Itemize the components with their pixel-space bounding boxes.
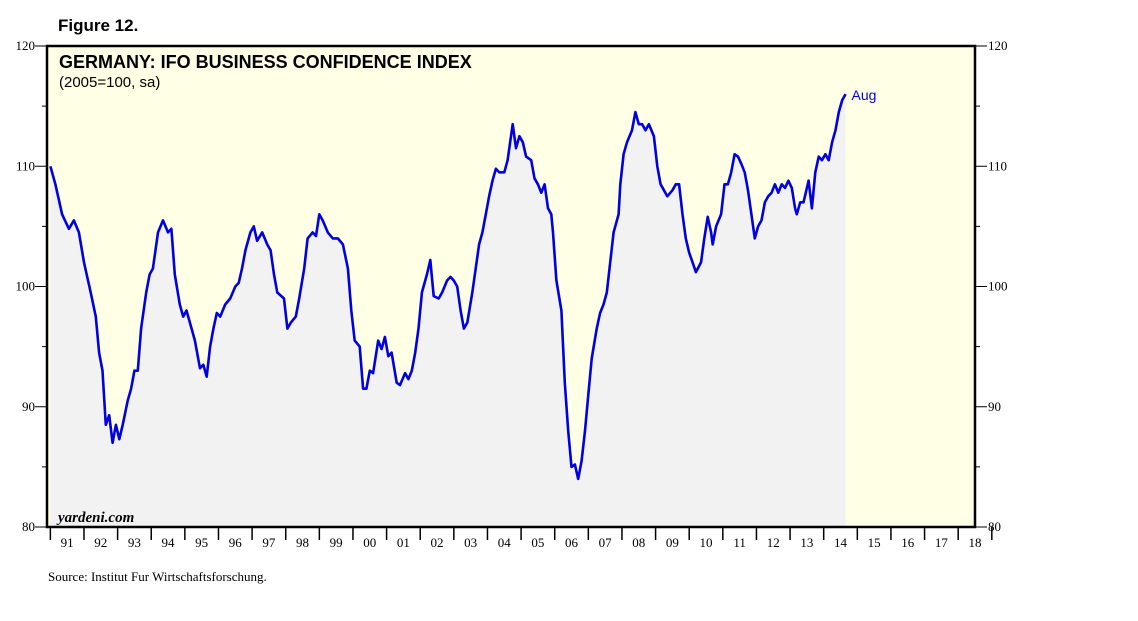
- x-tick-label: 13: [800, 535, 813, 550]
- x-tick-label: 12: [767, 535, 780, 550]
- x-tick-label: 98: [296, 535, 309, 550]
- x-tick-label: 04: [498, 535, 512, 550]
- y-tick-label-right: 120: [988, 38, 1008, 53]
- y-tick-label-right: 110: [988, 158, 1007, 173]
- x-tick-label: 09: [666, 535, 679, 550]
- x-tick-label: 01: [397, 535, 410, 550]
- x-tick-label: 18: [969, 535, 982, 550]
- x-tick-label: 02: [431, 535, 444, 550]
- x-tick-label: 07: [599, 535, 613, 550]
- chart-subtitle: (2005=100, sa): [59, 74, 160, 91]
- y-tick-label-left: 120: [16, 38, 36, 53]
- x-tick-label: 14: [834, 535, 848, 550]
- x-tick-label: 94: [162, 535, 176, 550]
- source-note: Source: Institut Fur Wirtschaftsforschun…: [48, 569, 267, 584]
- x-tick-label: 95: [195, 535, 208, 550]
- x-tick-label: 99: [330, 535, 343, 550]
- y-tick-label-right: 100: [988, 279, 1008, 294]
- y-tick-label-left: 80: [22, 519, 35, 534]
- x-tick-label: 97: [262, 535, 276, 550]
- y-tick-label-left: 110: [16, 158, 35, 173]
- x-axis: 91 92 93 94 95 96 97 98 99 00 01 02 03 04 05 06 07 08 09 10…: [49, 527, 993, 550]
- x-tick-label: 08: [632, 535, 645, 550]
- watermark: yardeni.com: [56, 510, 134, 526]
- line-layer: [49, 93, 847, 481]
- x-tick-label: 17: [935, 535, 949, 550]
- y-tick-label-left: 100: [16, 279, 36, 294]
- x-tick-label: 92: [94, 535, 107, 550]
- x-tick-label: 00: [363, 535, 376, 550]
- x-tick-label: 10: [700, 535, 713, 550]
- y-tick-label-left: 90: [22, 399, 35, 414]
- x-tick-label: 15: [868, 535, 881, 550]
- series-area: [50, 94, 846, 527]
- x-tick-label: 06: [565, 535, 579, 550]
- x-tick-label: 93: [128, 535, 141, 550]
- x-tick-label: 91: [61, 535, 74, 550]
- x-tick-label: 96: [229, 535, 243, 550]
- area-layer: [50, 94, 846, 527]
- y-axis-left: 80 90 100 110 120: [16, 38, 47, 534]
- chart-title: GERMANY: IFO BUSINESS CONFIDENCE INDEX: [59, 52, 472, 72]
- y-axis-right: 80 90 100 110 120: [975, 38, 1008, 534]
- x-tick-label: 11: [733, 535, 746, 550]
- y-tick-label-right: 90: [988, 399, 1001, 414]
- series-line: [49, 93, 847, 481]
- y-tick-label-right: 80: [988, 519, 1001, 534]
- x-tick-label: 16: [901, 535, 915, 550]
- x-tick-label: 05: [531, 535, 544, 550]
- figure-label: Figure 12.: [58, 16, 139, 35]
- annotation-aug: Aug: [852, 87, 877, 103]
- x-tick-label: 03: [464, 535, 477, 550]
